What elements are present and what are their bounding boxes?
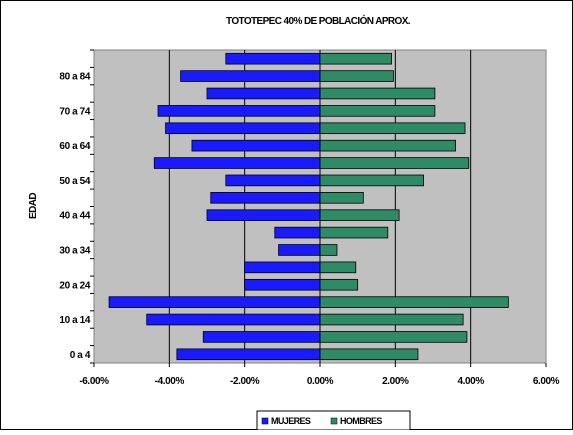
- x-tick-label: -2.00%: [230, 376, 260, 387]
- x-tick-label: -4.00%: [155, 376, 185, 387]
- x-tick-label: 2.00%: [382, 376, 409, 387]
- y-tick-label: 10 a 14: [59, 315, 90, 326]
- y-tick-label: 40 a 44: [59, 211, 90, 222]
- y-axis-title: EDAD: [28, 193, 39, 219]
- bar-hombres: [319, 296, 509, 308]
- bar-hombres: [319, 122, 466, 135]
- bar-hombres: [319, 70, 394, 82]
- bar-mujeres: [278, 244, 321, 256]
- bar-hombres: [319, 331, 468, 343]
- bar-mujeres: [191, 139, 321, 152]
- bar-mujeres: [206, 209, 321, 221]
- x-tick-label: 0.00%: [307, 376, 334, 387]
- bar-mujeres: [157, 105, 321, 117]
- legend-label-mujeres: MUJERES: [271, 416, 311, 426]
- bar-hombres: [319, 209, 400, 221]
- bar-mujeres: [108, 296, 321, 308]
- bar-hombres: [319, 244, 338, 256]
- bar-mujeres: [225, 174, 321, 187]
- bar-mujeres: [206, 87, 321, 100]
- y-tick-label: 20 a 24: [59, 280, 90, 291]
- x-tick-label: 6.00%: [533, 376, 560, 387]
- legend-label-hombres: HOMBRES: [340, 416, 382, 426]
- bar-hombres: [319, 105, 436, 117]
- legend-swatch-hombres: [330, 417, 338, 425]
- x-tick-label: -6.00%: [79, 376, 109, 387]
- bar-mujeres: [165, 122, 321, 135]
- y-tick-label: 70 a 74: [59, 106, 90, 117]
- bar-hombres: [319, 157, 470, 169]
- chart-title: TOTOTEPEC 40% DE POBLACIÓN APROX.: [226, 14, 411, 27]
- bar-hombres: [319, 174, 424, 187]
- bar-mujeres: [202, 331, 321, 343]
- bar-hombres: [319, 139, 457, 152]
- legend: MUJERES HOMBRES: [256, 410, 411, 431]
- bar-hombres: [319, 52, 392, 65]
- y-tick-label: 0 a 4: [70, 350, 91, 361]
- y-tick-label: 60 a 64: [59, 141, 90, 152]
- bar-hombres: [319, 192, 364, 204]
- axes: -6.00% -4.00% -2.00% 0.00% 2.00% 4.00% 6.00% 0 …: [59, 49, 560, 387]
- bar-mujeres: [210, 192, 321, 204]
- bar-hombres: [319, 278, 359, 291]
- y-tick-label: 30 a 34: [59, 245, 90, 256]
- bar-mujeres: [225, 52, 321, 65]
- bar-hombres: [319, 313, 464, 326]
- legend-swatch-mujeres: [261, 417, 269, 425]
- bar-hombres: [319, 348, 419, 361]
- y-tick-label: 50 a 54: [59, 176, 90, 187]
- y-tick-label: 80 a 84: [59, 72, 90, 83]
- bar-mujeres: [176, 348, 321, 361]
- bar-mujeres: [146, 313, 321, 326]
- bar-hombres: [319, 261, 357, 274]
- bar-mujeres: [153, 157, 321, 169]
- bar-mujeres: [180, 70, 321, 82]
- x-tick-label: 4.00%: [457, 376, 484, 387]
- bar-hombres: [319, 87, 436, 100]
- bar-hombres: [319, 226, 389, 239]
- bar-mujeres: [244, 278, 321, 291]
- bar-mujeres: [274, 226, 321, 239]
- bar-mujeres: [244, 261, 321, 274]
